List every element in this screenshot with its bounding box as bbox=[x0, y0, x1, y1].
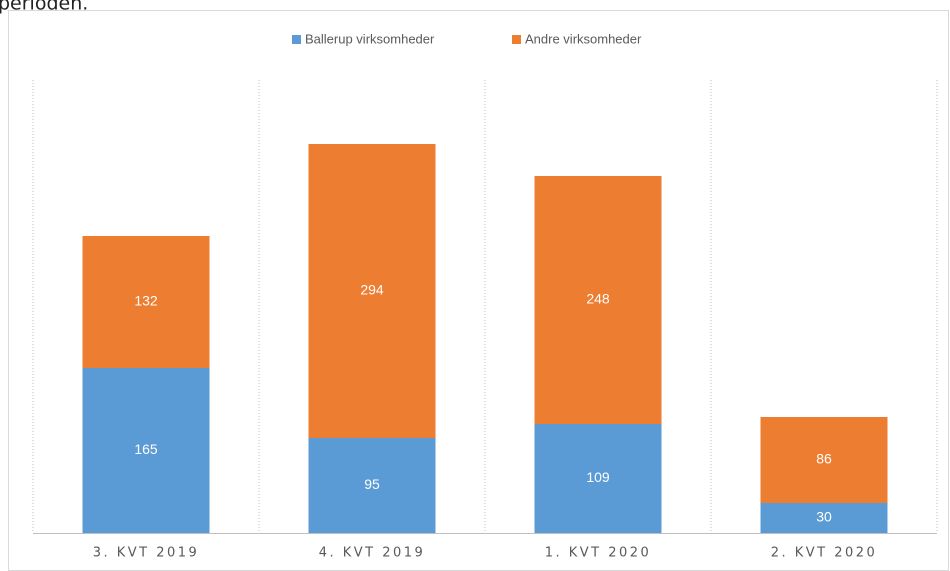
legend-label: Andre virksomheder bbox=[525, 31, 642, 46]
bar-segment bbox=[760, 417, 888, 503]
bar-segment bbox=[82, 236, 210, 368]
legend-swatch bbox=[512, 35, 521, 44]
x-tick-label: 1. KVT 2020 bbox=[545, 546, 652, 561]
legend-label: Ballerup virksomheder bbox=[305, 31, 435, 46]
bar-segment bbox=[308, 438, 436, 533]
bar-segment bbox=[534, 176, 662, 424]
data-label: 294 bbox=[360, 282, 384, 298]
data-label: 95 bbox=[364, 476, 380, 492]
bar-segment bbox=[308, 144, 436, 438]
data-label: 86 bbox=[816, 451, 832, 467]
bar-segment bbox=[760, 503, 888, 533]
data-label: 109 bbox=[586, 469, 610, 485]
bar-segment bbox=[82, 368, 210, 533]
data-label: 165 bbox=[134, 441, 158, 457]
bar-segment bbox=[534, 424, 662, 533]
data-label: 30 bbox=[816, 509, 832, 525]
data-label: 248 bbox=[586, 291, 610, 307]
x-tick-label: 3. KVT 2019 bbox=[93, 546, 200, 561]
x-tick-label: 4. KVT 2019 bbox=[319, 546, 426, 561]
data-label: 132 bbox=[134, 293, 158, 309]
x-tick-label: 2. KVT 2020 bbox=[771, 546, 878, 561]
legend-swatch bbox=[292, 35, 301, 44]
